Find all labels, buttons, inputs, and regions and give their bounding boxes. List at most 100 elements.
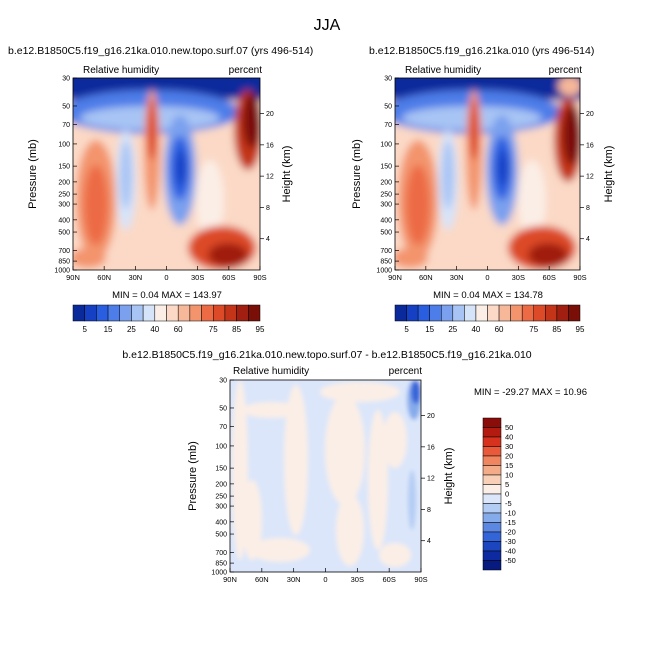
y-tick-label: 300: [58, 202, 70, 209]
stats-top-right: MIN = 0.04 MAX = 134.78: [433, 290, 543, 301]
case-title-top-left: b.e12.B1850C5.f19_g16.21ka.010.new.topo.…: [8, 45, 313, 57]
colorbar-label: 75: [529, 325, 538, 334]
y-tick-label: 250: [58, 192, 70, 199]
colorbar-swatch: [556, 304, 569, 322]
x-tick-label: 60S: [542, 273, 555, 282]
y2label-top-left: Height (km): [281, 146, 293, 203]
x-tick-label: 0: [323, 575, 327, 584]
y-tick-label: 200: [215, 481, 227, 488]
colorbar-label: 75: [209, 325, 218, 334]
colorbar-swatch: [482, 465, 502, 476]
colorbar-swatch: [189, 304, 202, 322]
y-tick-label: 150: [58, 164, 70, 171]
colorbar-swatch: [72, 304, 85, 322]
colorbar-swatch: [84, 304, 97, 322]
y2-tick-label: 12: [427, 476, 435, 483]
colorbar-label: 40: [150, 325, 159, 334]
heatmap-field-top-right: [395, 78, 580, 270]
colorbar-label: -20: [505, 528, 516, 537]
colorbar-label: -10: [505, 509, 516, 518]
colorbar-label: 20: [505, 452, 513, 461]
panel-diff: b.e12.B1850C5.f19_g16.21ka.010.new.topo.…: [122, 349, 587, 584]
colorbar-label: 25: [448, 325, 457, 334]
y-tick-label: 700: [380, 248, 392, 255]
y-tick-label: 1000: [376, 268, 392, 275]
colorbar-swatch: [482, 522, 502, 533]
colorbar-swatch: [482, 474, 502, 485]
colorbar-label: 5: [82, 325, 87, 334]
colorbar-label: -40: [505, 547, 516, 556]
y-tick-label: 700: [58, 248, 70, 255]
y-tick-label: 100: [215, 443, 227, 450]
colorbar-swatch: [545, 304, 558, 322]
x-tick-label: 90N: [388, 273, 402, 282]
y2label-top-right: Height (km): [603, 146, 615, 203]
colorbar-swatch: [131, 304, 144, 322]
ylabel-top-left: Pressure (mb): [27, 139, 39, 209]
y2-tick-label: 16: [427, 444, 435, 451]
y-tick-label: 250: [380, 192, 392, 199]
x-tick-label: 90S: [253, 273, 266, 282]
y2-tick-label: 16: [586, 142, 594, 149]
x-tick-label: 30N: [128, 273, 142, 282]
colorbar-swatch: [142, 304, 156, 322]
colorbar-label: 60: [495, 325, 504, 334]
colorbar-label: 0: [505, 490, 509, 499]
heatmap-field-top-left: [73, 78, 260, 270]
colorbar-label: -50: [505, 556, 516, 565]
axes-top-left: 90N 60N 30N 0 30S 60S 90S 30 50 70 100 150 200 250 300…: [54, 76, 273, 283]
colorbar-label: -30: [505, 537, 516, 546]
y-tick-label: 300: [380, 202, 392, 209]
x-tick-label: 60N: [255, 575, 269, 584]
colorbar-swatch: [487, 304, 500, 322]
unit-label-top-right: percent: [549, 65, 583, 76]
heatmap-field-diff: [230, 380, 421, 572]
axes-diff: 90N 60N 30N 0 30S 60S 90S 30 50 70 100 150 200 250 300…: [211, 378, 434, 585]
y-tick-label: 250: [215, 494, 227, 501]
y2-tick-label: 20: [427, 413, 435, 420]
colorbar-label: 15: [425, 325, 434, 334]
x-tick-label: 60S: [382, 575, 395, 584]
colorbar-swatch: [177, 304, 191, 322]
y2-tick-label: 16: [266, 142, 274, 149]
colorbar-swatch: [498, 304, 511, 322]
axes-top-right: 90N 60N 30N 0 30S 60S 90S 30 50 70 100 150 200 250 300…: [376, 76, 593, 283]
colorbar-label: 15: [505, 461, 513, 470]
y2-tick-label: 20: [586, 111, 594, 118]
colorbar-swatch: [119, 304, 132, 322]
y-tick-label: 500: [215, 532, 227, 539]
case-title-diff: b.e12.B1850C5.f19_g16.21ka.010.new.topo.…: [122, 349, 531, 361]
y2-tick-label: 8: [586, 205, 590, 212]
colorbar-top-right: 5 15 25 40 60 75 85 95: [394, 304, 585, 334]
x-tick-label: 90S: [414, 575, 427, 584]
colorbar-label: 30: [505, 442, 513, 451]
colorbar-swatch: [482, 503, 502, 514]
y-tick-label: 70: [384, 122, 392, 129]
y-tick-label: 200: [380, 179, 392, 186]
var-label-top-left: Relative humidity: [83, 65, 159, 76]
y-tick-label: 400: [380, 217, 392, 224]
colorbar-swatch: [248, 304, 261, 322]
case-title-top-right: b.e12.B1850C5.f19_g16.21ka.010 (yrs 496-…: [369, 45, 594, 57]
colorbar-swatch: [510, 304, 523, 322]
x-tick-label: 90S: [573, 273, 586, 282]
x-tick-label: 60N: [97, 273, 111, 282]
y2-tick-label: 8: [427, 507, 431, 514]
colorbar-swatch: [482, 493, 502, 504]
colorbar-swatch: [482, 436, 502, 447]
colorbar-swatch: [154, 304, 167, 322]
y-tick-label: 1000: [211, 570, 227, 577]
y-tick-label: 30: [62, 76, 70, 83]
colorbar-swatch: [406, 304, 419, 322]
colorbar-swatch: [482, 541, 502, 552]
y-tick-label: 200: [58, 179, 70, 186]
ylabel-diff: Pressure (mb): [187, 441, 199, 511]
x-tick-label: 60N: [419, 273, 433, 282]
x-tick-label: 60S: [222, 273, 235, 282]
y-tick-label: 500: [380, 230, 392, 237]
y-tick-label: 100: [58, 141, 70, 148]
stats-top-left: MIN = 0.04 MAX = 143.97: [112, 290, 222, 301]
colorbar-label: -5: [505, 499, 512, 508]
